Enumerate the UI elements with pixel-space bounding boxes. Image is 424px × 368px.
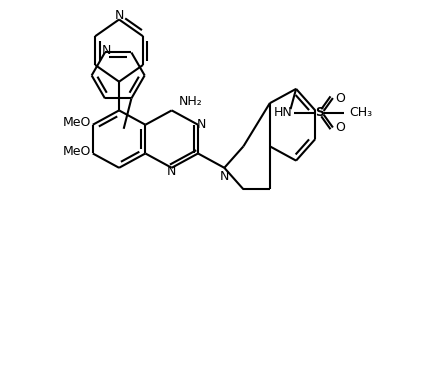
Text: NH₂: NH₂	[179, 95, 203, 108]
Text: N: N	[197, 118, 206, 131]
Text: O: O	[335, 92, 345, 105]
Text: N: N	[102, 44, 112, 57]
Text: MeO: MeO	[63, 116, 91, 130]
Text: N: N	[167, 165, 176, 178]
Text: CH₃: CH₃	[349, 106, 373, 119]
Text: HN: HN	[273, 106, 293, 119]
Text: S: S	[315, 106, 324, 119]
Text: O: O	[335, 121, 345, 134]
Text: N: N	[114, 9, 124, 22]
Text: MeO: MeO	[63, 145, 91, 158]
Text: N: N	[220, 170, 229, 183]
